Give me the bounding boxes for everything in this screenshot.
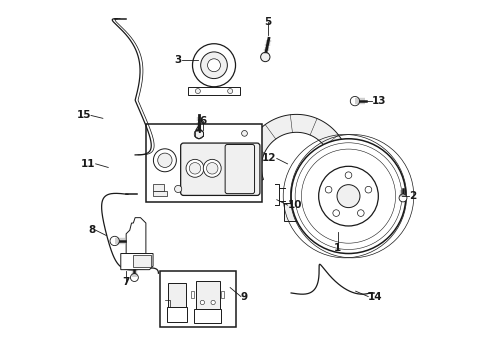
Bar xyxy=(194,310,221,323)
Circle shape xyxy=(332,210,339,216)
Text: 11: 11 xyxy=(81,159,96,169)
Polygon shape xyxy=(243,114,349,221)
Circle shape xyxy=(398,194,406,202)
Circle shape xyxy=(260,52,269,62)
Circle shape xyxy=(365,186,371,193)
Circle shape xyxy=(189,163,201,174)
Text: 13: 13 xyxy=(371,96,386,106)
Text: 10: 10 xyxy=(287,200,302,210)
Circle shape xyxy=(174,185,182,193)
Circle shape xyxy=(203,159,221,177)
Circle shape xyxy=(110,236,119,246)
Text: 5: 5 xyxy=(264,17,271,27)
Circle shape xyxy=(227,89,232,94)
Circle shape xyxy=(185,159,203,177)
Text: 12: 12 xyxy=(262,153,276,163)
Circle shape xyxy=(195,89,200,94)
Text: 1: 1 xyxy=(333,243,341,253)
Circle shape xyxy=(336,185,359,208)
Text: 6: 6 xyxy=(199,116,206,126)
Circle shape xyxy=(290,139,405,253)
Circle shape xyxy=(130,274,138,282)
Text: 4: 4 xyxy=(194,125,201,135)
Circle shape xyxy=(357,210,364,216)
Polygon shape xyxy=(126,218,145,253)
Circle shape xyxy=(345,172,351,179)
Circle shape xyxy=(194,130,203,139)
Circle shape xyxy=(318,166,378,226)
Bar xyxy=(153,191,167,196)
Circle shape xyxy=(200,300,204,305)
Circle shape xyxy=(192,44,235,87)
Text: 14: 14 xyxy=(367,292,382,302)
Circle shape xyxy=(349,96,359,106)
Polygon shape xyxy=(284,203,303,221)
Circle shape xyxy=(206,163,218,174)
Bar xyxy=(195,282,220,310)
FancyBboxPatch shape xyxy=(224,144,254,194)
Bar xyxy=(153,184,163,191)
Text: 2: 2 xyxy=(408,191,416,201)
Bar xyxy=(145,125,262,202)
Text: 7: 7 xyxy=(122,277,130,287)
Circle shape xyxy=(153,149,176,172)
Bar xyxy=(167,307,187,321)
Text: 3: 3 xyxy=(174,55,182,65)
Bar xyxy=(221,291,224,298)
Circle shape xyxy=(207,59,220,72)
Bar xyxy=(188,87,239,95)
FancyBboxPatch shape xyxy=(180,143,260,195)
Bar xyxy=(160,271,235,327)
Circle shape xyxy=(241,131,247,136)
Circle shape xyxy=(158,153,172,167)
Bar xyxy=(168,283,186,307)
Text: 9: 9 xyxy=(241,292,247,302)
Polygon shape xyxy=(121,253,153,270)
Bar xyxy=(133,255,150,267)
Circle shape xyxy=(210,300,215,305)
Bar xyxy=(191,291,194,298)
Text: 8: 8 xyxy=(88,225,96,235)
Text: 15: 15 xyxy=(76,111,91,121)
Circle shape xyxy=(325,186,331,193)
Circle shape xyxy=(200,52,227,78)
